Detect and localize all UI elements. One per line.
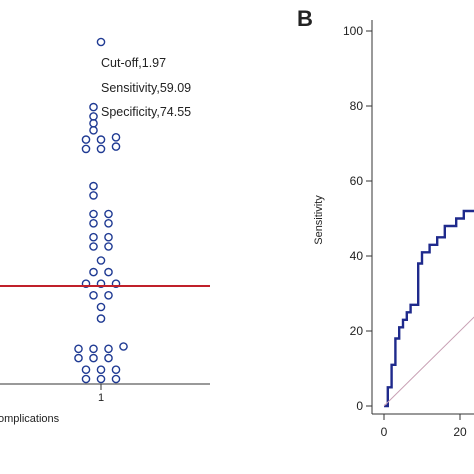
data-point bbox=[119, 342, 128, 351]
y-tick-label: 80 bbox=[350, 99, 364, 113]
data-point bbox=[89, 209, 98, 219]
data-point bbox=[89, 181, 98, 191]
data-point bbox=[96, 374, 106, 384]
y-tick-label: 40 bbox=[350, 249, 364, 263]
data-point bbox=[89, 119, 98, 128]
y-tick-label: 60 bbox=[350, 174, 364, 188]
data-point bbox=[104, 267, 113, 277]
data-point bbox=[96, 302, 106, 312]
data-point bbox=[96, 37, 106, 47]
data-point bbox=[89, 242, 98, 251]
data-point bbox=[96, 135, 106, 144]
data-point bbox=[89, 102, 98, 112]
data-point bbox=[104, 290, 113, 300]
data-point bbox=[89, 290, 98, 300]
panel-b-y-ticks: 0 20 40 60 80 100 bbox=[343, 24, 372, 413]
data-point bbox=[111, 365, 121, 375]
data-point bbox=[89, 112, 98, 121]
data-point bbox=[81, 279, 91, 289]
specificity-annotation: Specificity,74.55 bbox=[101, 105, 191, 119]
data-point bbox=[74, 353, 83, 363]
data-point bbox=[104, 242, 113, 251]
data-point bbox=[104, 353, 113, 363]
y-tick-label: 0 bbox=[356, 399, 363, 413]
data-point bbox=[111, 142, 121, 151]
data-point bbox=[89, 353, 98, 363]
data-point bbox=[111, 279, 121, 289]
data-point bbox=[96, 365, 106, 375]
data-point bbox=[96, 144, 106, 154]
data-point bbox=[111, 132, 121, 142]
data-point bbox=[104, 218, 113, 228]
panel-a: 1 omplications Cut-off,1.97 Sensitivity,… bbox=[0, 37, 210, 425]
panel-b-curves bbox=[383, 209, 474, 408]
data-point bbox=[89, 126, 98, 135]
roc-curve bbox=[384, 209, 474, 408]
panel-b: B Sensitivity 0 20 40 60 80 100 0 20 bbox=[297, 6, 474, 439]
y-tick-label: 100 bbox=[343, 24, 363, 38]
reference-diagonal bbox=[383, 316, 474, 407]
x-tick-label: 20 bbox=[453, 425, 467, 439]
data-point bbox=[104, 209, 113, 219]
panel-b-y-axis-label: Sensitivity bbox=[313, 195, 325, 245]
x-tick-label: 0 bbox=[381, 425, 388, 439]
data-point bbox=[74, 344, 83, 354]
data-point bbox=[89, 218, 98, 228]
data-point bbox=[81, 144, 91, 154]
data-point bbox=[104, 232, 113, 242]
panel-b-label: B bbox=[297, 6, 313, 31]
data-point bbox=[89, 232, 98, 242]
data-point bbox=[89, 344, 98, 354]
data-point bbox=[89, 191, 98, 200]
data-point bbox=[81, 374, 91, 384]
panel-a-data-points bbox=[74, 37, 128, 384]
data-point bbox=[96, 256, 106, 265]
sensitivity-annotation: Sensitivity,59.09 bbox=[101, 81, 191, 95]
crop-mask bbox=[212, 40, 252, 130]
panel-b-x-ticks: 0 20 bbox=[381, 414, 467, 439]
data-point bbox=[96, 314, 106, 323]
data-point bbox=[104, 344, 113, 354]
panel-a-x-axis-label: omplications bbox=[0, 413, 60, 425]
data-point bbox=[81, 135, 91, 144]
data-point bbox=[111, 374, 121, 384]
y-tick-label: 20 bbox=[350, 324, 364, 338]
cutoff-annotation: Cut-off,1.97 bbox=[101, 56, 166, 70]
data-point bbox=[96, 279, 106, 289]
panel-a-x-tick-label: 1 bbox=[98, 392, 104, 404]
data-point bbox=[81, 365, 91, 375]
data-point bbox=[89, 267, 98, 277]
